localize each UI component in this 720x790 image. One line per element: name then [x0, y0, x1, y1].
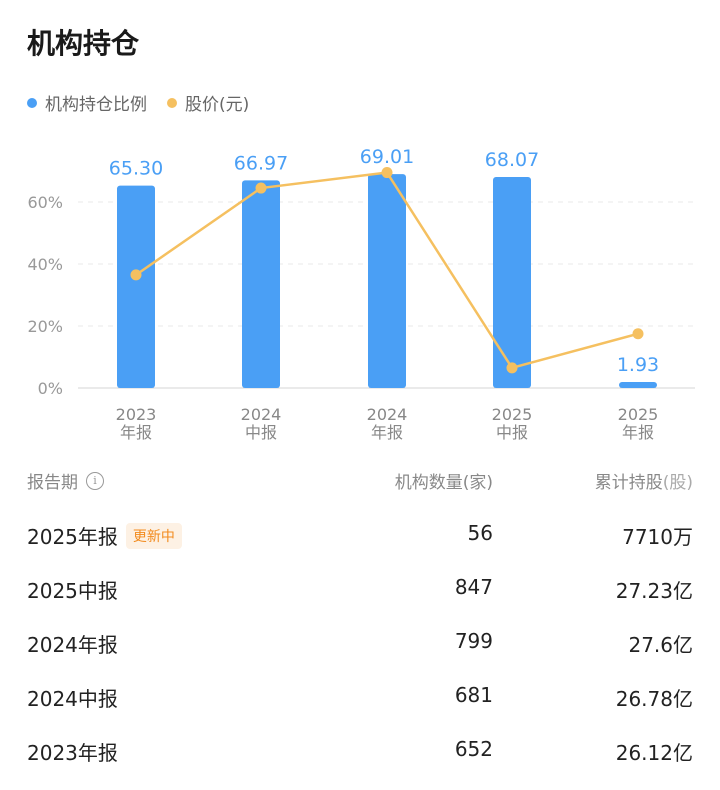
row-period: 2025中报	[27, 575, 118, 604]
shares-header-label: 累计持股	[594, 473, 663, 493]
row-period: 2025年报 更新中	[27, 521, 182, 550]
price-point	[506, 362, 518, 374]
row-count: 56	[467, 521, 493, 545]
table-row[interactable]: 2025中报 847 27.23亿	[0, 569, 720, 609]
row-count: 681	[454, 683, 493, 707]
period-header-label: 报告期	[27, 473, 78, 493]
row-shares: 27.23亿	[615, 579, 693, 603]
holding-chart: 0%20%40%60%65.30 66.97 69.01 68.071.932023年…	[27, 146, 695, 442]
legend-item-holding-ratio[interactable]: 机构持仓比例	[27, 90, 147, 115]
period-label: 2024中报	[27, 687, 118, 711]
column-header-period: 报告期 i	[27, 468, 104, 493]
x-tick-label: 2024	[241, 405, 282, 424]
x-tick-label: 年报	[371, 423, 403, 442]
x-tick-label: 2024	[367, 405, 408, 424]
row-period: 2023年报	[27, 737, 118, 766]
period-label: 2024年报	[27, 633, 118, 657]
legend-dot-icon	[27, 97, 37, 108]
legend-item-stock-price[interactable]: 股价(元)	[167, 90, 249, 115]
chart-legend: 机构持仓比例 股价(元)	[27, 90, 269, 115]
period-label: 2023年报	[27, 741, 118, 765]
row-shares: 27.6亿	[628, 633, 693, 657]
bar-value-label: 68.07	[485, 149, 539, 171]
legend-label: 股价(元)	[185, 95, 250, 115]
period-label: 2025中报	[27, 579, 118, 603]
bar	[242, 180, 280, 388]
row-shares: 26.78亿	[615, 687, 693, 711]
row-period: 2024中报	[27, 683, 118, 712]
x-tick-label: 年报	[120, 423, 152, 442]
x-tick-label: 中报	[245, 423, 277, 442]
bar	[619, 382, 657, 388]
page-title: 机构持仓	[27, 27, 140, 60]
legend-dot-icon	[167, 97, 177, 108]
bar	[493, 176, 531, 388]
x-tick-label: 年报	[622, 423, 654, 442]
y-tick-label: 40%	[27, 255, 63, 274]
price-point	[381, 167, 393, 179]
shares-header-unit: (股)	[662, 473, 693, 493]
price-point	[255, 182, 267, 194]
bar-value-label: 65.30	[109, 158, 163, 180]
row-count: 847	[454, 575, 493, 599]
bar	[368, 174, 406, 388]
table-row[interactable]: 2023年报 652 26.12亿	[0, 731, 720, 771]
bar	[117, 185, 155, 388]
row-shares: 7710万	[622, 525, 693, 549]
column-header-count: 机构数量(家)	[394, 473, 493, 493]
row-count: 799	[454, 629, 493, 653]
bar-value-label: 69.01	[360, 146, 414, 168]
y-tick-label: 0%	[38, 379, 63, 398]
bar-value-label: 1.93	[617, 354, 659, 376]
table-row[interactable]: 2025年报 更新中 56 7710万	[0, 515, 720, 555]
table-header: 报告期 i 机构数量(家) 累计持股(股)	[0, 466, 720, 496]
row-count: 652	[454, 737, 493, 761]
legend-label: 机构持仓比例	[45, 95, 147, 115]
table-row[interactable]: 2024年报 799 27.6亿	[0, 623, 720, 663]
info-icon[interactable]: i	[86, 471, 104, 490]
price-point	[632, 328, 644, 340]
row-period: 2024年报	[27, 629, 118, 658]
column-header-shares: 累计持股(股)	[595, 468, 693, 493]
y-tick-label: 20%	[27, 317, 63, 336]
x-tick-label: 2025	[618, 405, 659, 424]
price-point	[130, 269, 142, 281]
bar-value-label: 66.97	[234, 152, 288, 174]
status-badge: 更新中	[125, 522, 182, 549]
x-tick-label: 2025	[492, 405, 533, 424]
y-tick-label: 60%	[27, 193, 63, 212]
x-tick-label: 中报	[496, 423, 528, 442]
row-shares: 26.12亿	[615, 741, 693, 765]
x-tick-label: 2023	[116, 405, 157, 424]
period-label: 2025年报	[27, 525, 118, 549]
table-row[interactable]: 2024中报 681 26.78亿	[0, 677, 720, 717]
